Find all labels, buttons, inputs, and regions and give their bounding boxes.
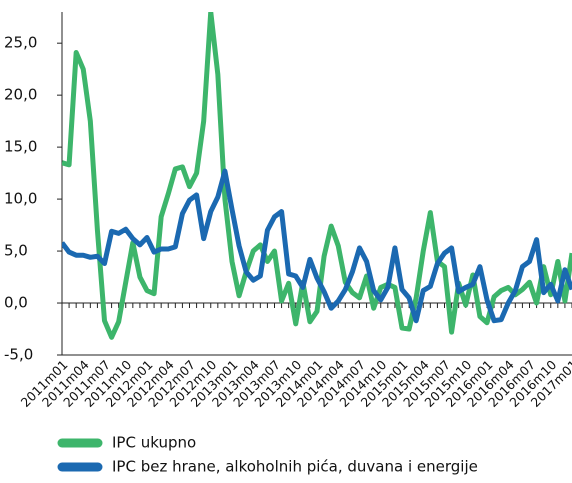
y-tick-label: 10,0 — [4, 190, 37, 208]
legend-label: IPC ukupno — [112, 434, 196, 452]
series-line — [62, 168, 572, 324]
y-tick-label: 5,0 — [4, 242, 28, 260]
y-tick-label: 0,0 — [4, 294, 28, 312]
y-tick-label: -5,0 — [4, 346, 33, 364]
series-line — [62, 12, 572, 340]
y-tick-label: 15,0 — [4, 138, 37, 156]
legend-label: IPC bez hrane, alkoholnih pića, duvana i… — [112, 458, 478, 476]
y-tick-label: 20,0 — [4, 86, 37, 104]
y-tick-label: 25,0 — [4, 34, 37, 52]
